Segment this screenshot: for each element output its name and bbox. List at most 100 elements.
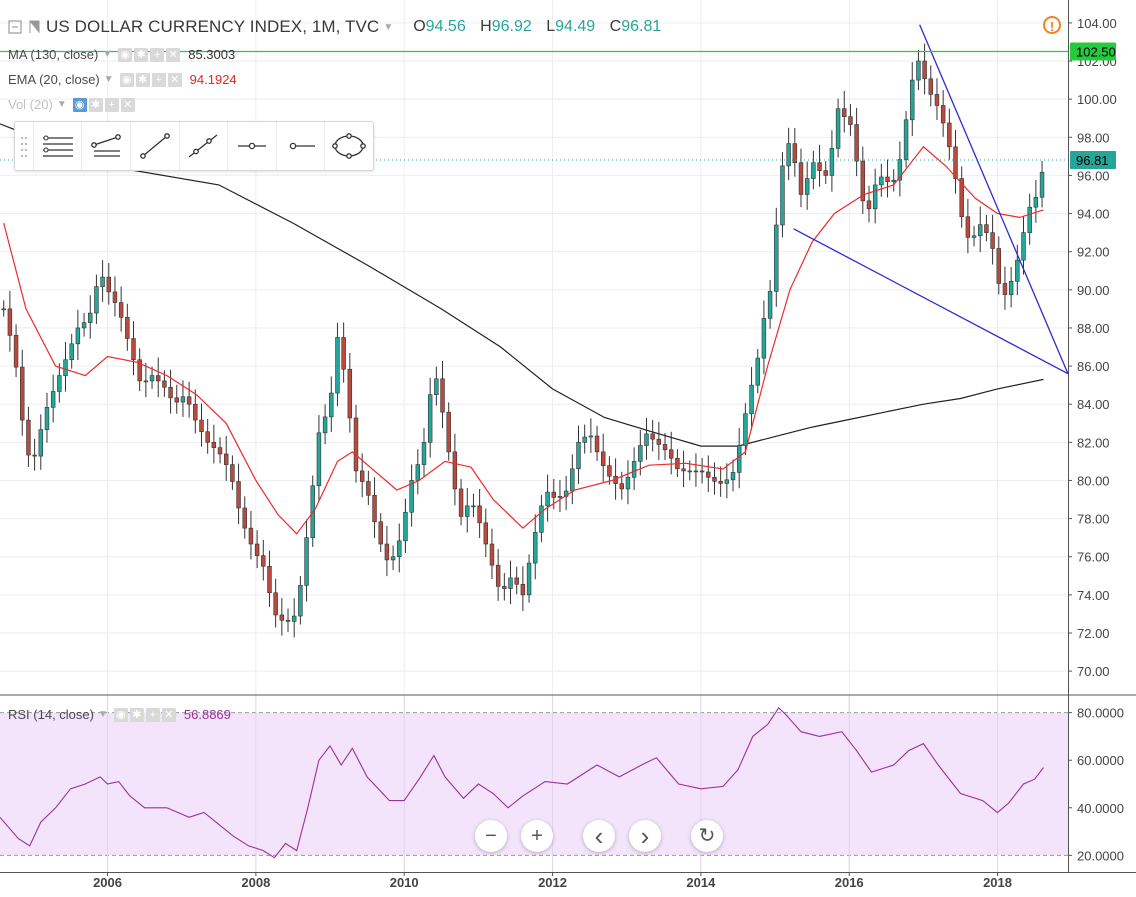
symbol-legend: US DOLLAR CURRENCY INDEX, 1M, TVC ▼ O94.… [8, 17, 671, 37]
time-tick-label: 2010 [390, 875, 419, 890]
plus-icon[interactable]: + [151, 72, 166, 87]
candle [353, 404, 359, 483]
gear-icon[interactable]: ✱ [129, 707, 144, 722]
candle-body [57, 375, 62, 392]
candle-body [434, 378, 439, 395]
zoom-out-button[interactable]: − [475, 820, 507, 852]
trend-line-icon[interactable] [130, 122, 179, 170]
gear-icon[interactable]: ✱ [134, 47, 149, 62]
candle-body [211, 442, 217, 448]
candle-body [477, 505, 482, 524]
candle-body [681, 468, 686, 472]
chart-title: US DOLLAR CURRENCY INDEX, 1M, TVC [46, 17, 380, 36]
plus-icon[interactable]: + [150, 47, 165, 62]
rsi-line [0, 707, 1044, 859]
trendlines[interactable] [793, 24, 1069, 375]
close-icon[interactable]: ✕ [161, 707, 176, 722]
time-tick-label: 2016 [835, 875, 864, 890]
chevron-down-icon[interactable]: ▼ [102, 49, 113, 60]
close-icon[interactable]: ✕ [120, 97, 135, 112]
ray-icon[interactable] [178, 122, 228, 170]
close-icon[interactable]: ✕ [166, 47, 181, 62]
candle-body [706, 471, 711, 478]
chevron-down-icon[interactable]: ▼ [56, 99, 67, 110]
plus-icon[interactable]: + [104, 97, 119, 112]
ellipse-icon[interactable] [324, 122, 373, 170]
candle-body [427, 394, 433, 443]
ema-legend: EMA (20, close) ▼ ◉ ✱ + ✕ 94.1924 [8, 72, 237, 87]
chevron-down-icon[interactable]: ▼ [103, 74, 114, 85]
candle-body [965, 216, 971, 238]
drawing-toolbar [14, 121, 374, 171]
candle [897, 141, 903, 197]
scroll-right-button[interactable]: › [629, 820, 661, 852]
price-tick-label: 82.00 [1077, 435, 1110, 450]
eye-icon[interactable]: ◉ [72, 97, 87, 112]
candle [557, 480, 563, 513]
candle-body [885, 176, 890, 183]
candle-body [570, 468, 575, 492]
price-tick-label: 78.00 [1077, 512, 1110, 527]
horizontal-ray-icon[interactable] [227, 122, 276, 170]
candle [786, 127, 791, 181]
candle [520, 566, 526, 612]
time-tick-label: 2014 [686, 875, 716, 890]
horizontal-lines-icon[interactable] [32, 122, 82, 170]
candle-body [242, 507, 247, 529]
candle-body [724, 479, 730, 484]
candle-body [792, 143, 798, 163]
candle-body [421, 442, 427, 465]
plus-icon[interactable]: + [145, 707, 160, 722]
candle-body [458, 488, 464, 517]
candle-body [465, 505, 470, 517]
time-tick-label: 2012 [538, 875, 567, 890]
alert-icon[interactable]: ! [1043, 16, 1061, 34]
candle-body [662, 444, 668, 451]
trend-angle-icon[interactable] [81, 122, 130, 170]
candle [835, 98, 841, 158]
gear-icon[interactable]: ✱ [88, 97, 103, 112]
candle [749, 367, 754, 431]
candle [854, 107, 859, 177]
eye-icon[interactable]: ◉ [119, 72, 134, 87]
candle-body [860, 160, 866, 202]
candle [279, 597, 285, 636]
candle [767, 279, 773, 329]
candle [186, 381, 192, 418]
price-tick-label: 92.00 [1077, 245, 1110, 260]
horizontal-line-icon[interactable] [275, 122, 325, 170]
chevron-down-icon[interactable]: ▼ [383, 21, 394, 33]
candle-body [978, 224, 983, 237]
candle [322, 404, 328, 445]
eye-icon[interactable]: ◉ [113, 707, 128, 722]
candle-body [953, 146, 958, 179]
candle [471, 493, 476, 517]
collapse-icon[interactable] [8, 20, 22, 34]
scroll-left-button[interactable]: ‹ [583, 820, 615, 852]
candle [316, 415, 322, 502]
grip-icon[interactable] [15, 122, 33, 170]
close-icon[interactable]: ✕ [167, 72, 182, 87]
candle [780, 152, 785, 238]
reset-chart-button[interactable]: ↻ [691, 820, 723, 852]
candle-body [854, 124, 859, 162]
candle [415, 449, 421, 495]
candle [174, 384, 179, 414]
candle-body [298, 585, 303, 617]
candle-body [69, 343, 74, 361]
vol-label: Vol (20) [8, 97, 53, 112]
candle-body [316, 432, 322, 487]
candle-body [545, 491, 550, 507]
rsi-tick-label: 20.0000 [1077, 848, 1124, 863]
candle-body [625, 476, 631, 490]
candle-body [984, 224, 989, 233]
candle [57, 363, 62, 403]
candle [1027, 193, 1032, 245]
candle-body [594, 435, 600, 453]
gear-icon[interactable]: ✱ [135, 72, 150, 87]
chevron-down-icon[interactable]: ▼ [97, 709, 108, 720]
candle [254, 530, 260, 569]
eye-icon[interactable]: ◉ [118, 47, 133, 62]
zoom-in-button[interactable]: + [521, 820, 553, 852]
candle-body [13, 335, 19, 368]
